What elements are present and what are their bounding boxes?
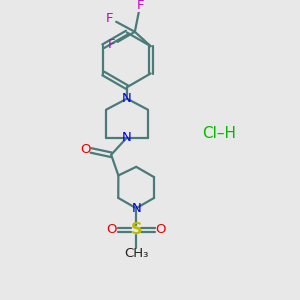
Text: N: N bbox=[122, 92, 132, 105]
Text: F: F bbox=[107, 38, 115, 51]
Text: CH₃: CH₃ bbox=[124, 247, 148, 260]
Text: N: N bbox=[131, 202, 141, 215]
Text: O: O bbox=[106, 223, 117, 236]
Text: F: F bbox=[106, 12, 114, 26]
Text: Cl–H: Cl–H bbox=[202, 126, 236, 141]
Text: F: F bbox=[137, 0, 144, 12]
Text: S: S bbox=[130, 222, 142, 237]
Text: O: O bbox=[155, 223, 166, 236]
Text: N: N bbox=[122, 131, 132, 144]
Text: O: O bbox=[80, 143, 91, 156]
